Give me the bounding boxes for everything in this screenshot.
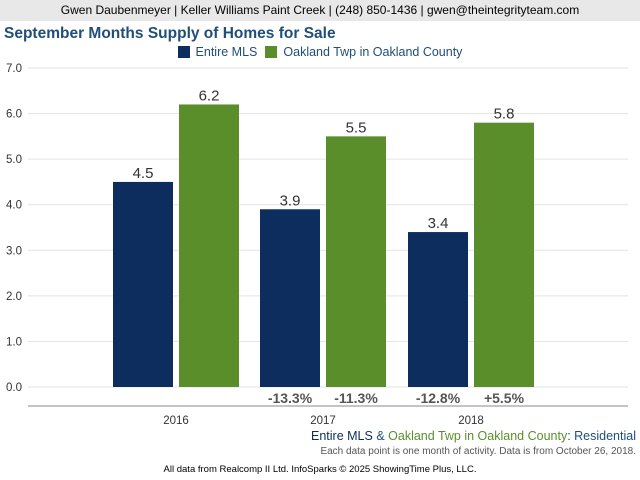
y-tick-label: 2.0 xyxy=(6,291,22,303)
y-tick-label: 1.0 xyxy=(6,336,22,348)
data-label: 3.4 xyxy=(428,215,449,232)
footer-note: Each data point is one month of activity… xyxy=(320,446,636,457)
change-label: +5.5% xyxy=(484,390,525,406)
agent-header: Gwen Daubenmeyer | Keller Williams Paint… xyxy=(0,0,640,21)
legend-item-entire-mls[interactable]: Entire MLS xyxy=(177,45,258,59)
change-label: -13.3% xyxy=(268,390,313,406)
y-tick-label: 0.0 xyxy=(6,382,22,394)
change-label: -12.8% xyxy=(416,390,461,406)
bar xyxy=(408,232,468,387)
legend-swatch-oakland-twp xyxy=(265,46,278,58)
bar xyxy=(113,181,173,387)
legend-label-entire-mls: Entire MLS xyxy=(195,45,258,59)
legend-item-oakland-twp[interactable]: Oakland Twp in Oakland County xyxy=(265,45,462,59)
data-label: 5.5 xyxy=(346,119,367,136)
data-label: 3.9 xyxy=(280,192,301,209)
x-tick-label: 2018 xyxy=(458,415,484,425)
y-tick-label: 5.0 xyxy=(6,154,22,166)
chart-legend: Entire MLS Oakland Twp in Oakland County xyxy=(0,45,640,59)
chart-title: September Months Supply of Homes for Sal… xyxy=(4,25,336,42)
x-tick-label: 2017 xyxy=(310,415,336,425)
bar-chart: 0.0 1.0 2.0 3.0 4.0 5.0 6.0 7.0 4.5 6.2 2016 3.9 -13… xyxy=(6,63,628,425)
footer-series-1: Entire MLS xyxy=(311,429,373,443)
footer-series-2: Oakland Twp in Oakland County xyxy=(388,429,568,443)
footer-series-line: Entire MLS & Oakland Twp in Oakland Coun… xyxy=(311,429,636,443)
bar xyxy=(179,104,239,387)
bar xyxy=(260,209,320,387)
legend-label-oakland-twp: Oakland Twp in Oakland County xyxy=(283,45,463,59)
x-tick-label: 2016 xyxy=(163,415,189,425)
footer-property-type: : Residential xyxy=(567,429,636,443)
y-tick-label: 6.0 xyxy=(6,109,22,121)
y-tick-label: 7.0 xyxy=(6,63,22,75)
change-label: -11.3% xyxy=(334,390,378,406)
data-label: 4.5 xyxy=(133,165,154,182)
data-label: 6.2 xyxy=(199,87,220,104)
footer-connector: & xyxy=(372,429,389,443)
bar xyxy=(474,122,534,387)
data-label: 5.8 xyxy=(494,106,515,123)
legend-swatch-entire-mls xyxy=(177,46,190,58)
y-tick-label: 4.0 xyxy=(6,200,22,212)
y-tick-label: 3.0 xyxy=(6,245,22,257)
bar xyxy=(326,136,386,387)
footer-credits: All data from Realcomp II Ltd. InfoSpark… xyxy=(163,464,477,475)
